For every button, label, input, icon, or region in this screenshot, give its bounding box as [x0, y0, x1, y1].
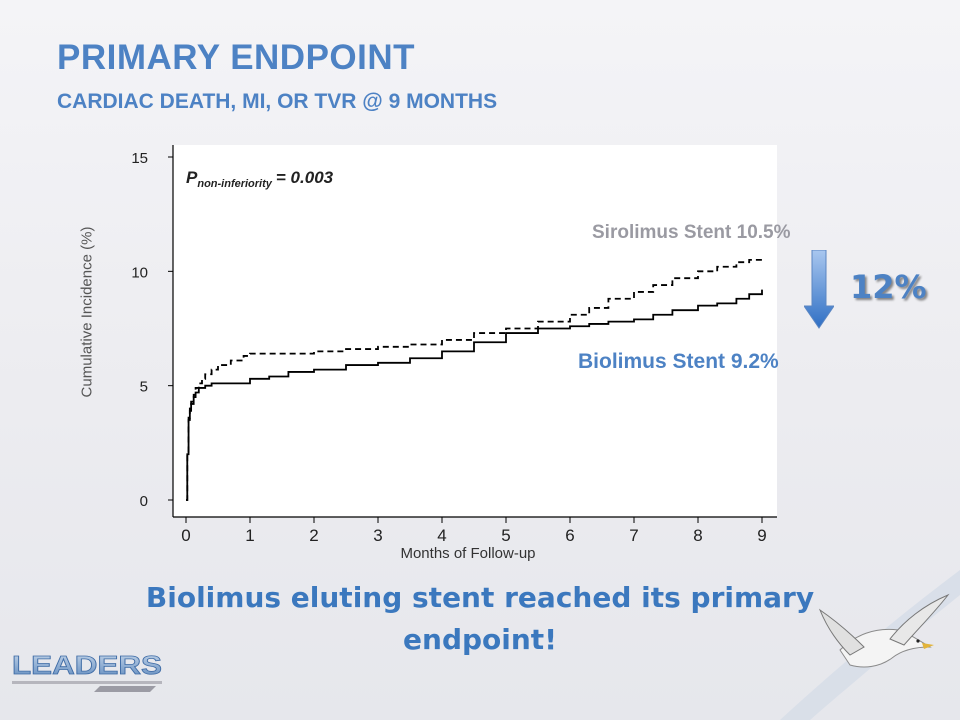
x-tick-label: 3: [373, 526, 382, 545]
svg-text:LEADERS: LEADERS: [12, 650, 162, 680]
conclusion-text: Biolimus eluting stent reached its prima…: [145, 581, 815, 656]
x-tick-label: 2: [309, 526, 318, 545]
relative-reduction: 12%: [850, 268, 927, 306]
x-tick-label: 0: [181, 526, 190, 545]
slide-subtitle: CARDIAC DEATH, MI, OR TVR @ 9 MONTHS: [57, 90, 498, 113]
p-value-subscript: non-inferiority: [197, 178, 272, 190]
down-arrow-icon: [804, 250, 834, 329]
y-tick-label: 5: [140, 379, 148, 396]
seagull-icon: [780, 570, 960, 720]
x-tick-label: 8: [693, 526, 702, 545]
x-tick-label: 9: [757, 526, 766, 545]
series-line-biolimus-stent: [186, 289, 763, 501]
leaders-logo: LEADERS: [12, 650, 162, 692]
x-tick-label: 4: [437, 526, 446, 545]
p-value-number: = 0.003: [275, 168, 334, 187]
x-tick-label: 1: [245, 526, 254, 545]
sirolimus-label: Sirolimus Stent 10.5%: [592, 222, 791, 243]
x-axis-label: Months of Follow-up: [400, 545, 536, 562]
p-value-prefix: P: [186, 168, 198, 187]
x-tick-label: 7: [629, 526, 638, 545]
slide-title: PRIMARY ENDPOINT: [57, 38, 416, 77]
chart-curves: [186, 259, 763, 501]
x-tick-label: 6: [565, 526, 574, 545]
p-value-annotation: Pnon-inferiority = 0.003: [186, 168, 334, 190]
plot-area: [173, 145, 777, 517]
y-axis-label: Cumulative Incidence (%): [78, 226, 96, 398]
y-tick-label: 15: [131, 150, 148, 167]
x-tick-label: 5: [501, 526, 510, 545]
biolimus-label: Biolimus Stent 9.2%: [578, 350, 779, 373]
y-tick-label: 10: [131, 264, 148, 281]
chart-axes: 0 5 10 15 0 1 2 3 4 5 6 7 8 9: [131, 145, 777, 545]
y-tick-label: 0: [140, 493, 148, 510]
